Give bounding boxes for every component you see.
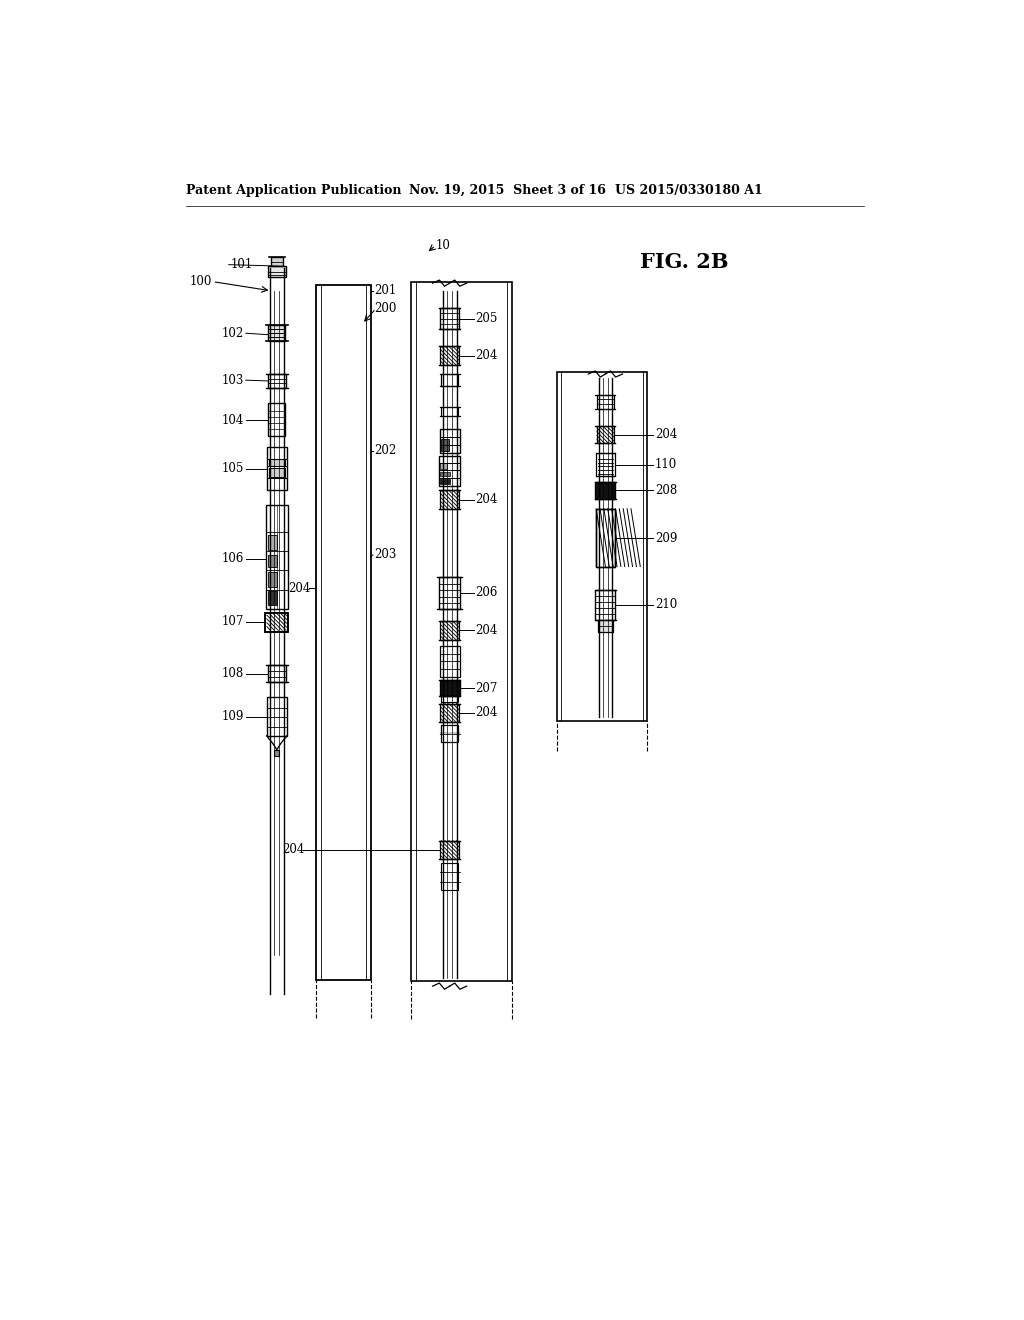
Bar bbox=[269, 459, 285, 466]
Bar bbox=[441, 407, 458, 416]
Bar bbox=[440, 308, 459, 330]
Bar bbox=[266, 697, 287, 737]
Bar bbox=[266, 614, 287, 631]
Text: 204: 204 bbox=[283, 843, 305, 857]
Text: 204: 204 bbox=[288, 582, 310, 594]
Bar bbox=[441, 438, 449, 451]
Text: Patent Application Publication: Patent Application Publication bbox=[186, 185, 401, 197]
Bar bbox=[596, 453, 614, 477]
Text: 204: 204 bbox=[475, 624, 498, 638]
Text: FIG. 2B: FIG. 2B bbox=[640, 252, 728, 272]
Bar bbox=[265, 612, 289, 632]
Bar bbox=[440, 463, 446, 470]
Text: 203: 203 bbox=[375, 548, 397, 561]
Bar bbox=[441, 863, 458, 890]
Text: 204: 204 bbox=[655, 428, 677, 441]
Bar bbox=[596, 508, 614, 566]
Text: 209: 209 bbox=[655, 532, 677, 545]
Bar bbox=[266, 447, 287, 490]
Text: 102: 102 bbox=[222, 326, 245, 339]
Bar bbox=[267, 374, 286, 388]
Text: 105: 105 bbox=[222, 462, 245, 475]
Text: 206: 206 bbox=[475, 586, 498, 599]
Text: 207: 207 bbox=[475, 681, 498, 694]
Text: 201: 201 bbox=[375, 284, 396, 297]
Text: 107: 107 bbox=[222, 615, 245, 628]
Bar bbox=[439, 429, 460, 453]
Text: 202: 202 bbox=[375, 445, 396, 458]
Bar bbox=[441, 374, 458, 385]
Text: 108: 108 bbox=[222, 667, 245, 680]
Bar bbox=[267, 554, 276, 566]
Bar bbox=[267, 572, 276, 587]
Text: Nov. 19, 2015  Sheet 3 of 16: Nov. 19, 2015 Sheet 3 of 16 bbox=[410, 185, 606, 197]
Bar bbox=[440, 841, 459, 859]
Bar bbox=[269, 469, 285, 478]
Bar bbox=[438, 457, 461, 486]
Bar bbox=[598, 620, 613, 632]
Text: 204: 204 bbox=[475, 706, 498, 719]
Bar bbox=[441, 725, 458, 742]
Bar bbox=[267, 535, 276, 550]
Bar bbox=[557, 372, 647, 721]
Bar bbox=[595, 590, 615, 620]
Bar bbox=[596, 508, 614, 566]
Bar bbox=[440, 479, 450, 484]
Text: 200: 200 bbox=[375, 302, 397, 315]
Bar bbox=[440, 346, 459, 364]
Text: 106: 106 bbox=[222, 552, 245, 565]
Bar bbox=[268, 326, 286, 341]
Text: 109: 109 bbox=[222, 710, 245, 723]
Bar bbox=[267, 591, 276, 605]
Text: US 2015/0330180 A1: US 2015/0330180 A1 bbox=[614, 185, 763, 197]
Bar bbox=[266, 506, 288, 609]
Bar bbox=[270, 257, 283, 267]
Bar bbox=[439, 681, 460, 696]
Text: 101: 101 bbox=[230, 259, 253, 271]
Text: 204: 204 bbox=[475, 492, 498, 506]
Bar bbox=[274, 750, 280, 756]
Bar bbox=[265, 612, 289, 632]
Bar bbox=[597, 395, 614, 409]
Text: 10: 10 bbox=[435, 239, 451, 252]
Bar bbox=[268, 404, 286, 436]
Bar bbox=[267, 267, 286, 277]
Text: 100: 100 bbox=[189, 275, 212, 288]
Bar bbox=[440, 490, 459, 508]
Bar bbox=[440, 704, 459, 722]
Text: 104: 104 bbox=[222, 413, 245, 426]
Text: 208: 208 bbox=[655, 483, 677, 496]
Text: 103: 103 bbox=[222, 374, 245, 387]
Bar bbox=[595, 482, 615, 499]
Text: 210: 210 bbox=[655, 598, 677, 611]
Text: 110: 110 bbox=[655, 458, 677, 471]
Text: 204: 204 bbox=[475, 348, 498, 362]
Bar bbox=[316, 285, 371, 979]
Bar bbox=[438, 577, 461, 609]
Bar bbox=[441, 696, 458, 702]
Bar bbox=[440, 471, 450, 477]
Bar bbox=[597, 426, 614, 444]
Text: 205: 205 bbox=[475, 312, 498, 325]
Bar bbox=[440, 622, 459, 640]
Bar bbox=[411, 281, 512, 981]
Bar bbox=[439, 645, 460, 677]
Bar bbox=[267, 665, 286, 682]
